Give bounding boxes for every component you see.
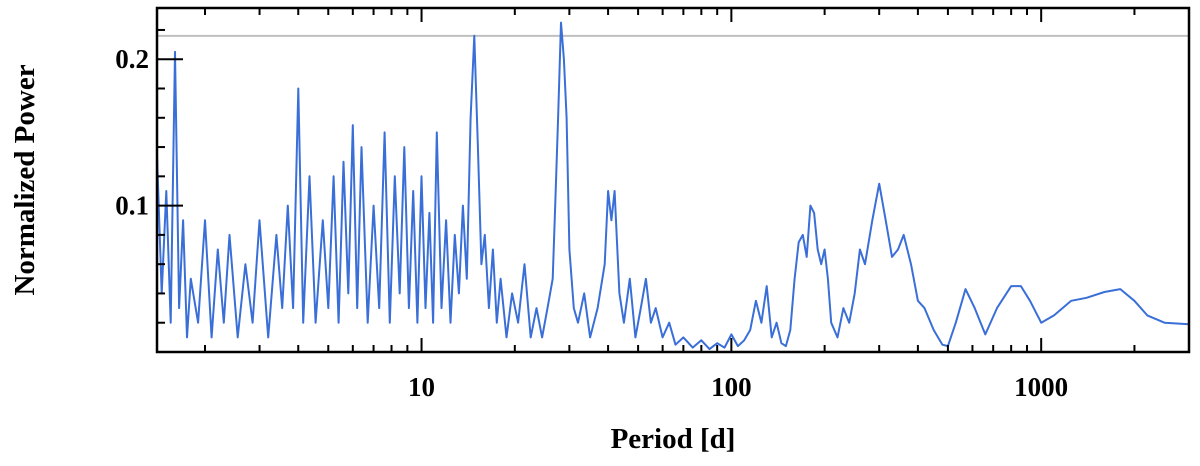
x-axis-ticks: 10 100 1000 xyxy=(203,8,1190,402)
y-axis-title: Normalized Power xyxy=(9,64,41,295)
x-axis-title: Period [d] xyxy=(611,423,736,455)
power-series-line xyxy=(156,21,1190,351)
y-tick-label: 0.2 xyxy=(115,44,149,74)
plot-frame xyxy=(155,6,1191,354)
y-tick-label: 0.1 xyxy=(115,191,149,221)
x-tick-label: 1000 xyxy=(1014,372,1068,402)
plot-area xyxy=(155,6,1191,354)
y-axis-ticks: 0.1 0.2 xyxy=(115,28,183,324)
x-tick-label: 10 xyxy=(408,372,435,402)
x-tick-label: 100 xyxy=(711,372,752,402)
